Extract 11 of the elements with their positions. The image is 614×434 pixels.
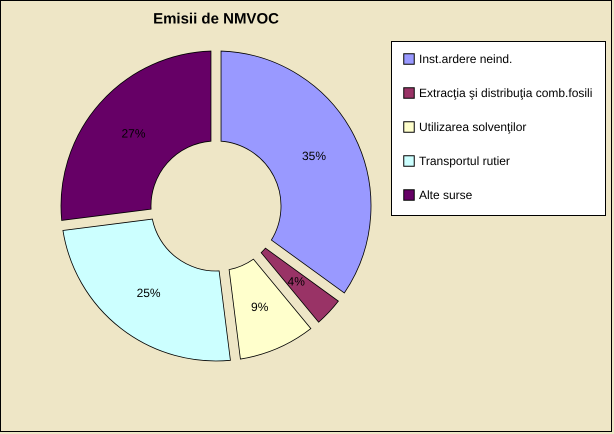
legend-label: Alte surse [419,188,473,202]
data-label: 25% [136,286,161,300]
legend-label: Utilizarea solvenţilor [419,120,526,134]
data-label: 27% [121,126,146,140]
legend-label: Extracţia şi distribuţia comb.fosili [419,86,592,100]
legend-label: Transportul rutier [419,154,510,168]
data-label: 4% [288,274,306,288]
chart-title: Emisii de NMVOC [153,10,280,28]
data-label: 35% [302,149,326,164]
legend-label: Inst.ardere neind. [419,52,512,66]
data-label: 9% [251,300,269,314]
